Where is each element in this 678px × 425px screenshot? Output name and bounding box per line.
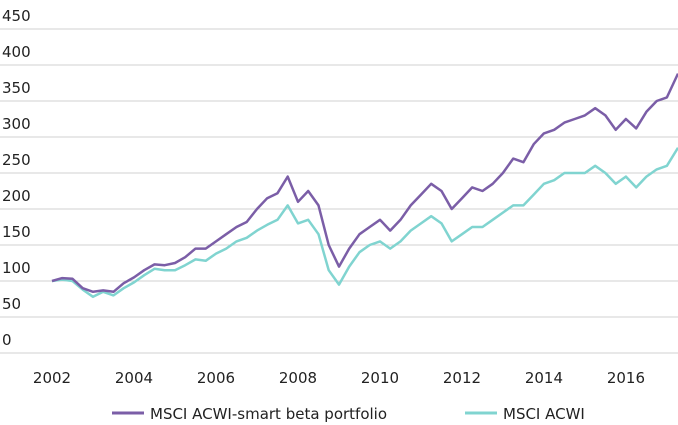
x-tick-label: 2010	[361, 369, 399, 387]
legend-label: MSCI ACWI	[503, 405, 585, 423]
legend-label: MSCI ACWI-smart beta portfolio	[150, 405, 387, 423]
y-tick-label: 450	[2, 7, 31, 25]
x-tick-label: 2016	[607, 369, 645, 387]
x-tick-label: 2014	[525, 369, 563, 387]
y-tick-label: 0	[2, 331, 12, 349]
y-tick-label: 350	[2, 79, 31, 97]
y-tick-label: 150	[2, 223, 31, 241]
y-tick-label: 300	[2, 115, 31, 133]
y-tick-label: 400	[2, 43, 31, 61]
line-series	[51, 147, 678, 299]
y-tick-label: 250	[2, 151, 31, 169]
y-tick-label: 100	[2, 259, 31, 277]
x-tick-label: 2002	[33, 369, 71, 387]
y-tick-label: 50	[2, 295, 21, 313]
y-tick-label: 200	[2, 187, 31, 205]
x-tick-label: 2004	[115, 369, 153, 387]
line-series	[51, 73, 678, 294]
x-tick-label: 2012	[443, 369, 481, 387]
x-tick-label: 2008	[279, 369, 317, 387]
x-tick-label: 2006	[197, 369, 235, 387]
